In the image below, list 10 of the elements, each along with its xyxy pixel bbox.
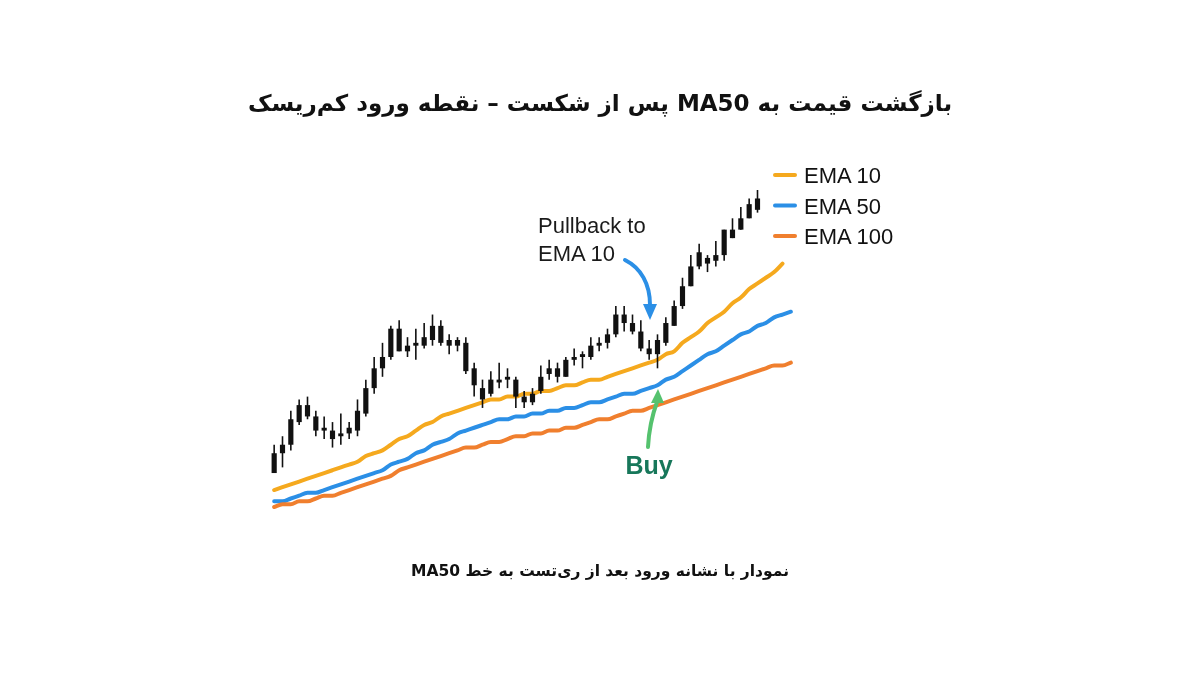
legend-label: EMA 10 <box>804 163 882 188</box>
legend-item: EMA 100 <box>773 224 894 249</box>
annotation: Pullback to EMA 10 <box>538 213 646 266</box>
legend-label: EMA 50 <box>804 193 882 219</box>
legend-label: EMA 100 <box>804 224 894 249</box>
legend-item: EMA 10 <box>773 163 882 188</box>
text: نمودار با نشانه ورود بعد از ری‌تست به خط MA50 <box>411 562 789 580</box>
chart-title: بازگشت قیمت به MA50 پس از شکست – نقطه ورود کم‌ریسک <box>247 90 953 117</box>
annotation: Buy <box>625 451 673 479</box>
legend-item: EMA 50 <box>773 193 882 219</box>
